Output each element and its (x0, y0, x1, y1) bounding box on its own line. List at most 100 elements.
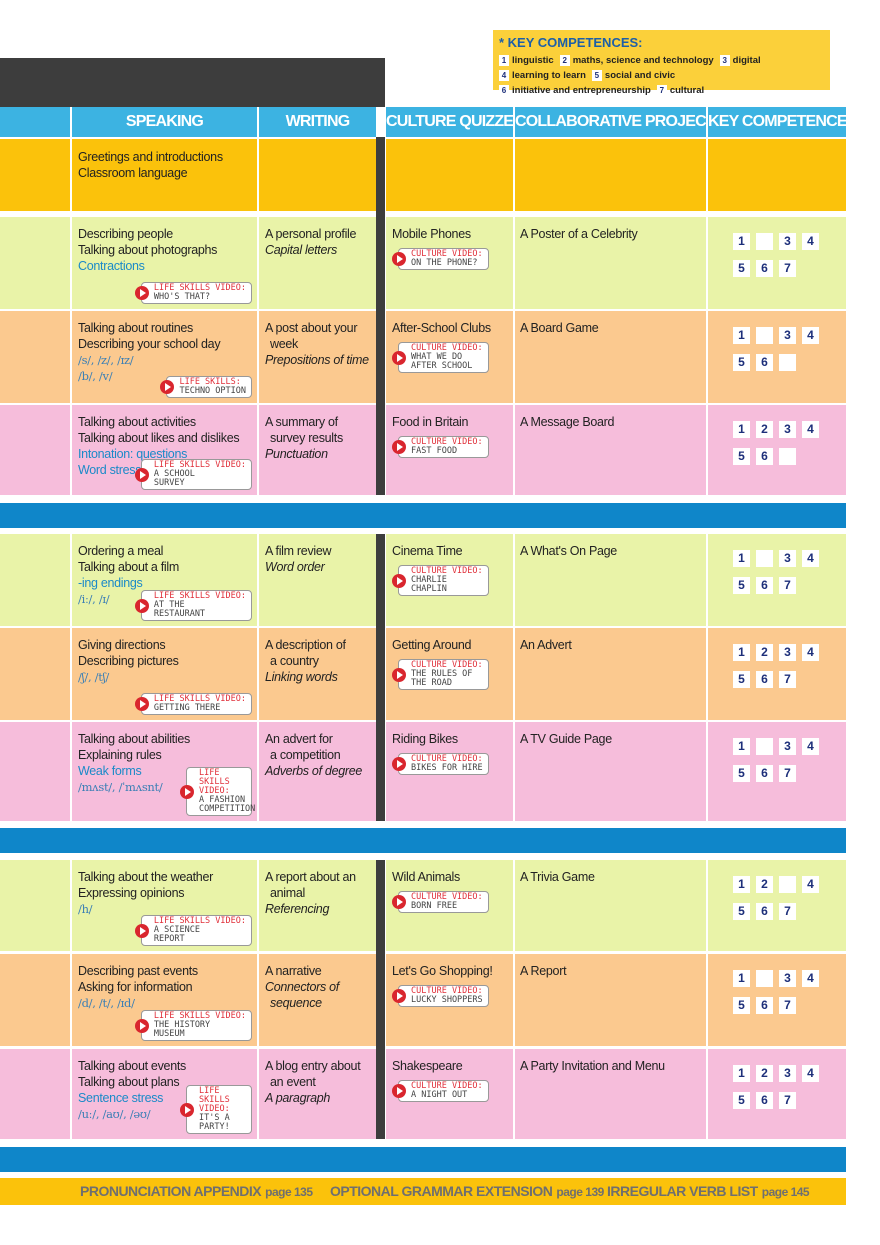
row-cell (0, 722, 70, 821)
video-icon (392, 440, 406, 454)
video-box: CULTURE VIDEO: FAST FOOD (392, 436, 489, 458)
writing-line: A personal profile (265, 227, 357, 241)
footer-item: OPTIONAL GRAMMAR EXTENSION page 139 (330, 1178, 604, 1206)
writing-line: A summary of (265, 415, 338, 429)
competence: 4 (802, 876, 819, 893)
row-cell (0, 628, 70, 720)
competence: 7 (779, 671, 796, 688)
project: A Board Game (520, 321, 599, 335)
competence: 1 (733, 233, 750, 250)
competence (779, 876, 796, 893)
video-title: BORN FREE (411, 901, 458, 911)
video-box: CULTURE VIDEO: ON THE PHONE? (392, 248, 489, 270)
culture-title: Mobile Phones (392, 227, 471, 241)
starter-cell (72, 139, 257, 211)
video-box: CULTURE VIDEO: A NIGHT OUT (392, 1080, 489, 1102)
competence: 6 (756, 1092, 773, 1109)
competence: 6 (756, 765, 773, 782)
dark-separator (376, 137, 385, 495)
legend-label: initiative and entrepreneurship (512, 85, 651, 96)
writing-line: A report about an (265, 870, 356, 884)
writing-skill: Adverbs of degree (265, 764, 363, 778)
speaking: Talking about abilities Explaining rules W… (78, 731, 190, 795)
header-cell: KEY COMPETENCES (708, 107, 857, 137)
competence: 4 (802, 327, 819, 344)
row-cell (708, 860, 846, 951)
video-title: WHAT WE DO AFTER SCHOOL (411, 352, 473, 371)
video-title: A NIGHT OUT (411, 1090, 468, 1100)
row-cell (0, 860, 70, 951)
speaking-line: Talking about abilities (78, 732, 190, 746)
speaking-line: Describing your school day (78, 337, 221, 351)
phonetics: /iː/, /ɪ/ (78, 592, 110, 606)
culture-title: After-School Clubs (392, 321, 491, 335)
writing-line: animal (270, 886, 306, 900)
writing-line: week (270, 337, 298, 351)
video-box: LIFE SKILLS VIDEO: THE HISTORY MUSEUM (134, 1010, 252, 1041)
row-cell (708, 311, 846, 403)
culture-title: Shakespeare (392, 1059, 463, 1073)
video-title: THE RULES OF THE ROAD (411, 669, 473, 688)
video-label: LIFE SKILLS VIDEO: (153, 1011, 246, 1021)
video-title: A SCIENCE REPORT (153, 925, 200, 944)
video-title: A FASHION COMPETITION (199, 795, 256, 814)
legend-label: linguistic (512, 55, 554, 66)
row-cell (515, 860, 706, 951)
footer-page: page 145 (761, 1185, 810, 1199)
writing-line: an event (270, 1075, 316, 1089)
competence: 6 (756, 260, 773, 277)
video-box: CULTURE VIDEO: LUCKY SHOPPERS (392, 985, 489, 1007)
writing-line: a competition (270, 748, 341, 762)
writing-line: A blog entry about (265, 1059, 361, 1073)
speaking-line: Explaining rules (78, 748, 162, 762)
speaking-line: Classroom language (78, 166, 188, 180)
starter-cell (515, 139, 706, 211)
writing-skill: Capital letters (265, 243, 337, 257)
legend-title: * KEY COMPETENCES: (499, 35, 643, 50)
row-cell (259, 628, 376, 720)
video-icon (392, 895, 406, 909)
culture-title: Cinema Time (392, 544, 463, 558)
writing-skill: sequence (270, 996, 322, 1010)
video-icon (392, 989, 406, 1003)
competence (779, 354, 796, 371)
speaking: Giving directions Describing pictures/ʃ/,… (78, 637, 179, 685)
row-cell (0, 405, 70, 495)
legend-label: social and civic (604, 70, 676, 81)
pronunciation: Word stress (78, 463, 142, 477)
video-box: CULTURE VIDEO: BORN FREE (392, 891, 489, 913)
row-cell (0, 311, 70, 403)
competence: 6 (756, 671, 773, 688)
video-icon (392, 252, 406, 266)
starter-cell (0, 139, 70, 211)
competence: 4 (802, 550, 819, 567)
video-label: CULTURE VIDEO: (411, 343, 483, 353)
writing-line: a country (270, 654, 319, 668)
speaking-line: Ordering a meal (78, 544, 164, 558)
video-title: WHO'S THAT? (153, 292, 211, 302)
starter-cell (386, 139, 513, 211)
video-icon (134, 697, 149, 711)
section-band (0, 828, 846, 853)
key-competences-box: * KEY COMPETENCES: 1 linguistic 2 maths, sci… (493, 30, 830, 96)
competence: 5 (733, 903, 750, 920)
project: A TV Guide Page (520, 732, 612, 746)
competence: 4 (802, 233, 819, 250)
speaking-line: Talking about routines (78, 321, 194, 335)
video-title: THE HISTORY MUSEUM (153, 1020, 211, 1039)
speaking-line: Talking about a film (78, 560, 180, 574)
row-cell (259, 954, 376, 1046)
header-cell: COLLABORATIVE PROJECTS (515, 107, 725, 137)
legend-item: 1 linguistic (499, 55, 554, 66)
writing-line: A film review (265, 544, 332, 558)
row-cell (708, 1049, 846, 1139)
video-label: CULTURE VIDEO: (411, 249, 483, 259)
legend-label: digital (732, 55, 761, 66)
video-title: A SCHOOL SURVEY (153, 469, 195, 488)
culture-title: Getting Around (392, 638, 472, 652)
legend-number: 6 (499, 85, 509, 96)
row-cell (259, 534, 376, 626)
video-box: LIFE SKILLS VIDEO: GETTING THERE (134, 693, 252, 715)
video-icon (134, 467, 149, 482)
